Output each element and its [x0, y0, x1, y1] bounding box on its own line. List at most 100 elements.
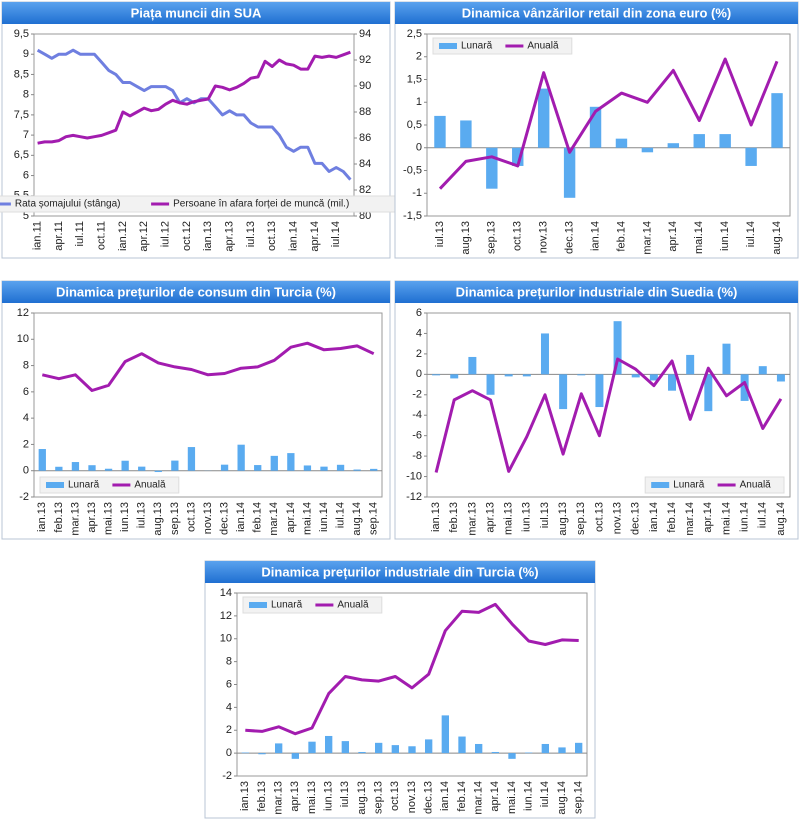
x-tick-label: feb.14 — [456, 781, 468, 812]
x-tick-label: oct.13 — [266, 221, 278, 251]
y-tick-label: 6 — [23, 386, 29, 398]
bar — [291, 753, 299, 759]
bar — [220, 464, 229, 471]
chart-title: Dinamica vânzărilor retail din zona euro… — [462, 5, 731, 20]
bar — [558, 747, 566, 754]
bar — [649, 374, 658, 381]
legend-label: Anuală — [134, 480, 166, 491]
bar — [121, 460, 129, 471]
y-tick-label: 0 — [23, 465, 29, 477]
bar — [104, 468, 113, 471]
bar — [358, 751, 366, 754]
x-tick-label: mar.13 — [273, 781, 285, 815]
bar — [559, 374, 568, 410]
line-series — [37, 50, 351, 145]
x-tick-label: aug.13 — [356, 781, 368, 815]
x-tick-label: mar.14 — [473, 781, 485, 815]
y-tick-label: -2 — [412, 389, 422, 401]
y-tick-label: 0 — [226, 747, 232, 759]
bar — [237, 444, 245, 471]
bar — [475, 743, 483, 754]
y-tick-label: -4 — [412, 409, 422, 421]
x-tick-label: apr.14 — [309, 221, 321, 252]
bar — [391, 745, 399, 754]
bar — [486, 147, 498, 189]
x-tick-label: mar.13 — [69, 502, 81, 536]
bar — [686, 354, 695, 375]
legend-label: Anuală — [740, 480, 772, 491]
x-tick-label: sep.14 — [573, 781, 585, 814]
legend: Rata șomajului (stânga) Persoane în afara… — [0, 195, 402, 213]
legend-label: Lunară — [461, 41, 493, 52]
y-tick-label: 7 — [23, 129, 29, 141]
bar — [491, 751, 499, 754]
y-tick-label: -2 — [222, 770, 232, 782]
y2-tick-label: 84 — [359, 158, 371, 170]
x-tick-label: iul.13 — [245, 221, 257, 247]
y-tick-label: 0 — [416, 142, 422, 154]
bar — [187, 447, 196, 471]
y2-tick-label: 82 — [359, 184, 371, 196]
y-tick-label: 6 — [23, 169, 29, 181]
bar — [758, 366, 767, 375]
legend-label: Rata șomajului (stânga) — [15, 199, 121, 210]
bar — [541, 743, 549, 754]
bar — [258, 753, 266, 755]
bar — [303, 465, 312, 471]
y-tick-label: 10 — [17, 333, 29, 345]
bar — [667, 143, 680, 148]
x-tick-label: apr.14 — [702, 502, 714, 533]
chart-panel: Piața muncii din SUA55,566,577,588,599,5… — [0, 1, 402, 259]
bar — [432, 374, 441, 376]
y-tick-label: -1 — [412, 187, 422, 199]
bar — [486, 374, 495, 395]
bar — [441, 715, 449, 754]
y2-tick-label: 86 — [359, 132, 371, 144]
plot-area — [33, 312, 383, 498]
x-tick-label: feb.13 — [256, 781, 268, 812]
y-tick-label: 9,5 — [14, 28, 29, 40]
x-tick-label: apr.11 — [53, 221, 65, 251]
y-tick-label: -8 — [412, 450, 422, 462]
bar — [171, 460, 179, 471]
x-tick-label: mar.14 — [684, 502, 696, 536]
x-tick-label: iul.14 — [334, 502, 346, 528]
x-tick-label: mai.14 — [720, 502, 732, 535]
bar — [577, 374, 586, 376]
chart-title: Dinamica prețurilor de consum din Turcia… — [56, 284, 336, 299]
legend: Lunară Anuală — [432, 37, 573, 55]
x-tick-label: dec.13 — [218, 502, 230, 535]
y2-tick-label: 90 — [359, 80, 371, 92]
y-tick-label: 2 — [226, 724, 232, 736]
bar — [270, 455, 278, 471]
bar — [308, 741, 316, 754]
x-tick-label: iun.14 — [739, 502, 751, 532]
y-tick-label: 14 — [220, 587, 232, 599]
x-tick-label: iul.13 — [434, 221, 446, 247]
y-tick-label: -12 — [406, 491, 422, 503]
bar — [615, 138, 628, 148]
y-tick-label: -2 — [19, 491, 29, 503]
y-tick-label: 5 — [23, 210, 29, 222]
x-tick-label: aug.14 — [775, 502, 787, 536]
panel-header — [395, 281, 798, 303]
x-tick-label: iun.14 — [318, 502, 330, 532]
bar — [320, 466, 328, 471]
bar — [88, 465, 96, 471]
x-tick-label: sep.14 — [368, 502, 380, 535]
y-tick-label: 8 — [226, 656, 232, 668]
x-tick-label: ian.14 — [235, 502, 247, 532]
x-tick-label: oct.13 — [512, 221, 524, 251]
x-tick-label: ian.14 — [439, 781, 451, 811]
chart-title: Dinamica prețurilor industriale din Sued… — [456, 284, 738, 299]
x-tick-label: feb.14 — [252, 502, 264, 533]
x-tick-label: apr.13 — [86, 502, 98, 533]
y-tick-label: -0,5 — [403, 164, 422, 176]
plot-area — [426, 312, 791, 498]
legend-label: Anuală — [527, 41, 559, 52]
legend-label: Lunară — [68, 480, 100, 491]
legend-swatch — [651, 482, 670, 488]
x-tick-label: ian.14 — [287, 221, 299, 251]
x-tick-label: mai.13 — [503, 502, 515, 535]
bar — [540, 333, 549, 375]
